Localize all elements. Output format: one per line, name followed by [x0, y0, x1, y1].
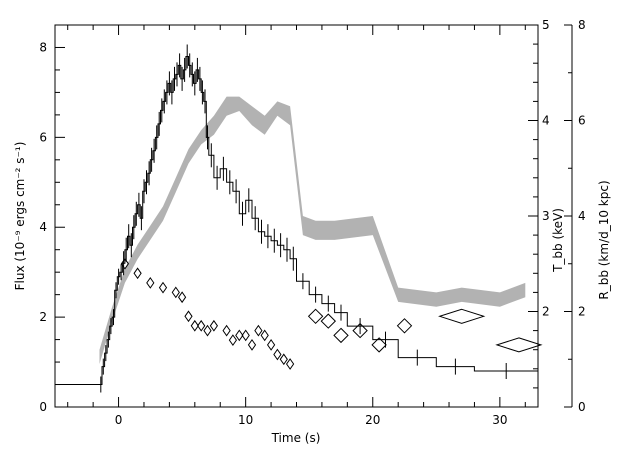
y-tick-label: 4 [39, 220, 47, 234]
radius-diamond [285, 358, 295, 370]
radius-diamond [241, 329, 250, 342]
radius-diamond [320, 313, 337, 329]
t-axis-title: T_bb (keV) [551, 208, 565, 273]
x-tick-label: 30 [492, 413, 507, 427]
x-tick-label: 0 [115, 413, 123, 427]
radius-diamond [438, 308, 486, 324]
radius-diamond [247, 339, 257, 351]
radius-diamond [307, 308, 324, 325]
radius-diamond [396, 318, 413, 334]
axis-layer: 0 10 20 30 0 2 4 6 8 2 3 4 5 0 2 4 6 8 [39, 18, 585, 427]
radius-diamond [197, 319, 206, 332]
t-tick-label: 3 [542, 209, 550, 223]
r-axis-title: R_bb (km/d_10 kpc) [597, 180, 611, 299]
flux-histogram [55, 56, 538, 385]
temperature-band-layer [99, 96, 526, 364]
radius-diamond [495, 337, 543, 353]
x-tick-label: 10 [238, 413, 253, 427]
flux-series-layer [55, 44, 538, 393]
radius-diamond-layer [120, 257, 543, 370]
radius-diamond [352, 322, 368, 339]
r-tick-label: 4 [578, 209, 586, 223]
radius-diamond [228, 334, 238, 346]
radius-diamond [273, 348, 282, 361]
radius-diamond [222, 324, 231, 337]
radius-diamond [254, 324, 263, 337]
radius-diamond [371, 337, 387, 353]
t-tick-label: 4 [542, 114, 550, 128]
temperature-band [99, 96, 526, 364]
radius-diamond [235, 329, 244, 342]
x-axis-title: Time (s) [271, 431, 321, 445]
plot-frame [54, 24, 539, 408]
radius-diamond [190, 319, 199, 332]
y-tick-label: 2 [39, 310, 47, 324]
r-tick-label: 2 [578, 305, 586, 319]
radius-diamond [171, 286, 180, 299]
x-tick-label: 20 [365, 413, 380, 427]
r-tick-label: 0 [578, 400, 586, 414]
radius-diamond [209, 319, 219, 332]
radius-diamond [333, 327, 349, 344]
y-axis-title: Flux (10⁻⁹ ergs cm⁻² s⁻¹) [13, 142, 27, 291]
t-tick-label: 2 [542, 305, 550, 319]
radius-diamond [120, 257, 130, 270]
y-tick-label: 0 [39, 400, 47, 414]
y-tick-label: 6 [39, 130, 47, 144]
y-tick-label: 8 [39, 40, 47, 54]
radius-diamond [133, 267, 142, 280]
radius-diamond [158, 281, 168, 294]
radius-diamond [177, 291, 187, 304]
radius-diamond [184, 310, 193, 323]
radius-diamond [266, 339, 276, 351]
radius-diamond [146, 277, 155, 289]
r-tick-label: 6 [578, 114, 586, 128]
radius-diamond [279, 353, 288, 366]
radius-diamond [203, 324, 212, 337]
t-tick-label: 5 [542, 18, 550, 32]
r-tick-label: 8 [578, 18, 586, 32]
radius-diamond [260, 329, 269, 342]
